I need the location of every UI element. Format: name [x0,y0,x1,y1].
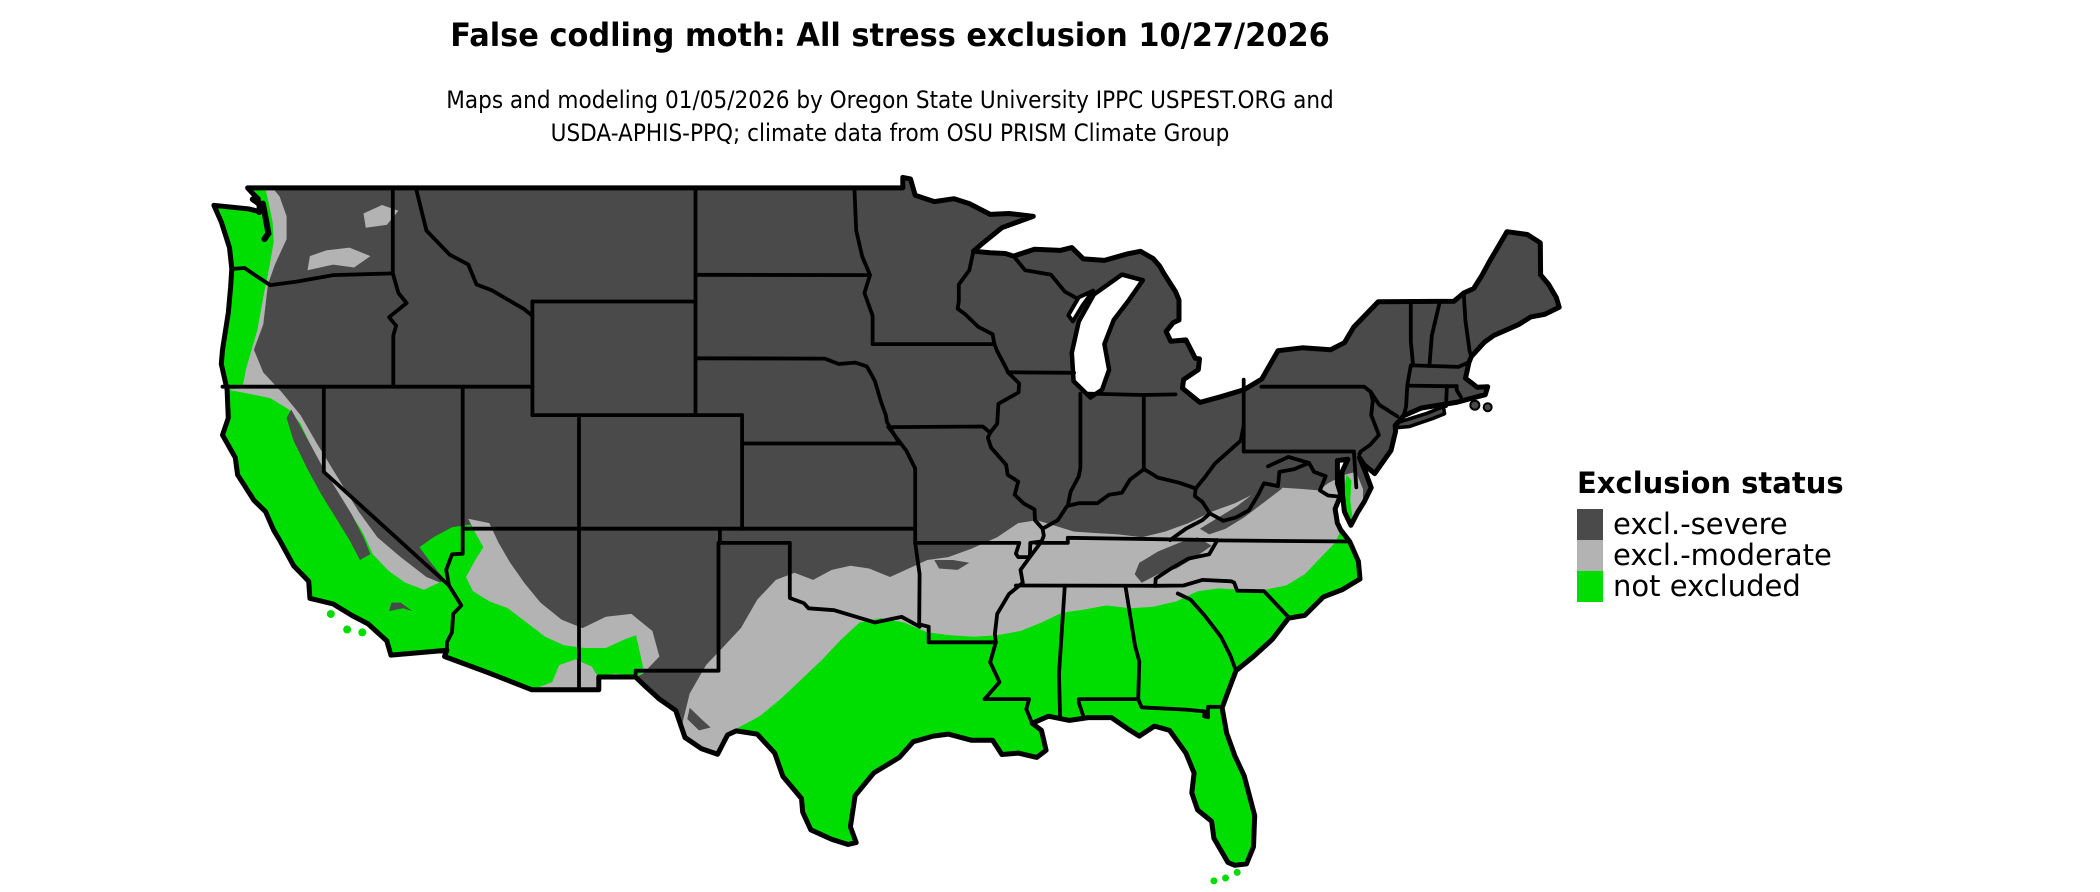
island-not-excluded [326,609,335,618]
subtitle: Maps and modeling 01/05/2026 by Oregon S… [89,84,1691,150]
legend-swatch-moderate [1577,540,1603,571]
map-region-severe-patch-2 [1134,537,1212,583]
subtitle-line-2: USDA-APHIS-PPQ; climate data from OSU PR… [550,119,1230,147]
island-not-excluded [1210,877,1218,885]
map-region-moderate-inland-northwest [363,205,399,228]
state-boundaries [220,186,1474,726]
map-region-moderate-columbia-basin [307,247,371,271]
island-not-excluded [1222,874,1230,882]
island-not-excluded [358,628,367,637]
legend-label-moderate: excl.-moderate [1613,538,1832,572]
page-title: False codling moth: All stress exclusion… [450,16,1330,54]
map-region-severe-patch-1 [389,602,413,612]
island-not-excluded [1233,868,1241,876]
map-region-not-excluded-california-southwest [222,389,645,690]
island-severe [1469,399,1481,411]
legend-swatch-not-excluded [1577,571,1603,602]
legend-row-not-excluded: not excluded [1577,571,1844,602]
map-region-severe-patch-5 [687,707,711,731]
long-island [1395,404,1447,430]
legend-row-moderate: excl.-moderate [1577,540,1844,571]
legend-label-not-excluded: not excluded [1613,569,1801,603]
island-severe [1482,402,1493,413]
puget-sound-waterway [259,200,272,243]
map-region-severe-patch-0 [286,409,371,560]
map-region-severe-patch-4 [934,560,970,570]
lake-michigan [1069,272,1146,400]
national-outline [211,174,1562,868]
subtitle-line-1: Maps and modeling 01/05/2026 by Oregon S… [446,86,1334,114]
map-region-not-excluded-southeast [717,530,1360,866]
legend-row-severe: excl.-severe [1577,509,1844,540]
island-not-excluded [343,625,352,634]
legend-swatch-severe [1577,509,1603,540]
legend-label-severe: excl.-severe [1613,507,1788,541]
legend: Exclusion status excl.-severe excl.-mode… [1577,466,1844,602]
legend-title: Exclusion status [1577,466,1844,500]
